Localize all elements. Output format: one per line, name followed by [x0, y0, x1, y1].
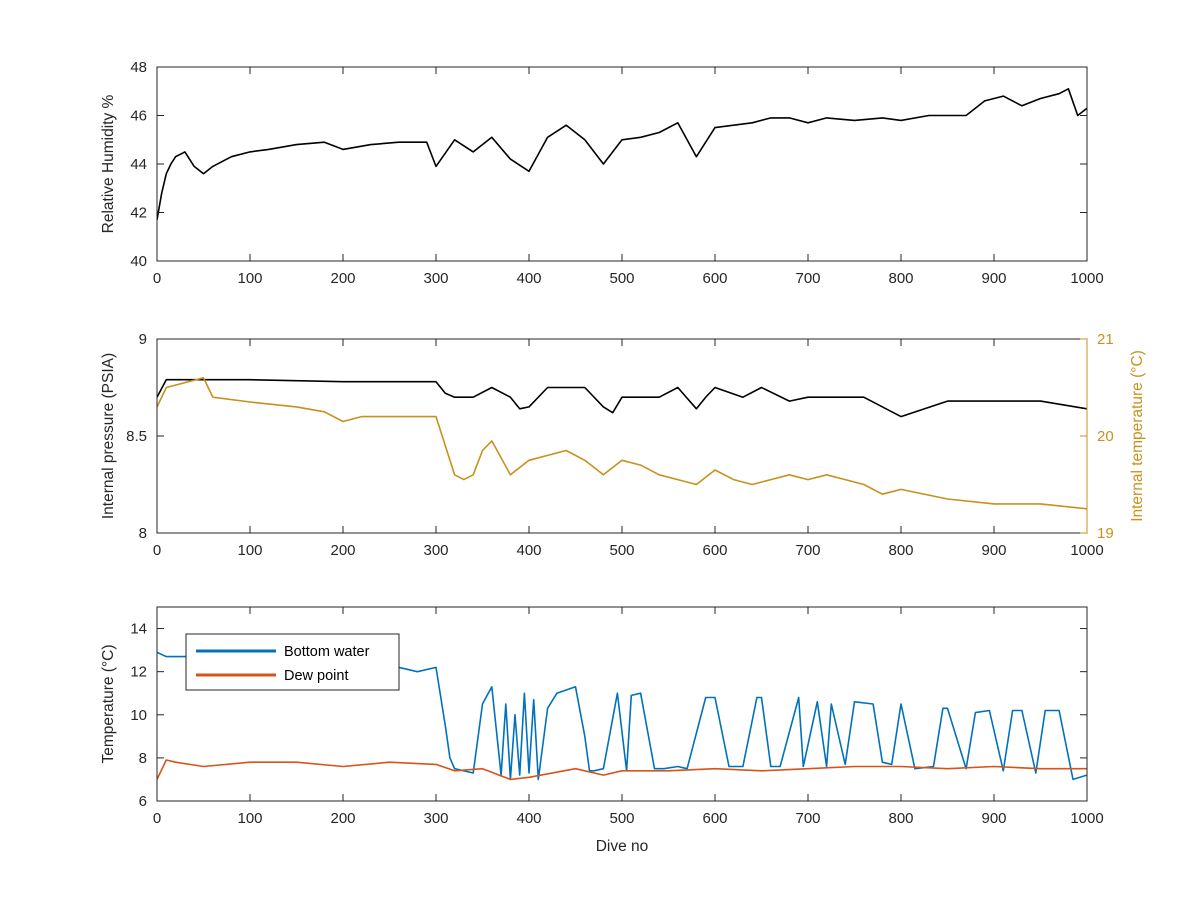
y-tick-label: 14	[130, 621, 147, 638]
x-tick-label: 600	[702, 270, 727, 287]
x-tick-label: 900	[981, 542, 1006, 559]
dew-point-line	[157, 759, 1087, 781]
temperature-panel: 0 100 200 300 400 500 600 700 800 900 1000 6 8 10 12 14…	[100, 606, 1104, 855]
y-tick-label: 10	[130, 707, 147, 724]
x-tick-label: 100	[237, 810, 262, 827]
y2-axis-label: Internal temperature (°C)	[1129, 350, 1146, 522]
x-tick-label: 500	[609, 270, 634, 287]
x-tick-label: 200	[330, 542, 355, 559]
humidity-series-0-line	[157, 88, 1087, 220]
y-tick-label: 48	[130, 59, 147, 76]
x-tick-label: 300	[423, 810, 448, 827]
x-tick-label: 600	[702, 542, 727, 559]
x-tick-label: 800	[888, 542, 913, 559]
y-tick-label: 44	[130, 156, 147, 173]
y-axis-label: Temperature (°C)	[100, 644, 117, 763]
x-tick-label: 700	[795, 810, 820, 827]
x-tick-label: 400	[516, 810, 541, 827]
legend-box	[185, 633, 400, 691]
x-tick-label: 200	[330, 270, 355, 287]
y-tick-label: 8	[139, 525, 147, 542]
legend: Bottom water Dew point	[185, 633, 400, 691]
y2-tick-label: 19	[1097, 525, 1114, 542]
x-tick-label: 1000	[1070, 810, 1103, 827]
x-tick-label: 700	[795, 270, 820, 287]
y-tick-label: 42	[130, 205, 147, 222]
x-tick-label: 0	[153, 542, 161, 559]
y2-tick-label: 21	[1097, 331, 1114, 348]
x-tick-label: 300	[423, 542, 448, 559]
y-axis-label: Relative Humidity %	[100, 94, 117, 233]
pressure-temperature-series-0-line	[157, 378, 1087, 418]
x-tick-label: 500	[609, 810, 634, 827]
y-tick-label: 46	[130, 108, 147, 125]
y-tick-label: 8	[139, 750, 147, 767]
x-tick-label: 100	[237, 542, 262, 559]
x-axis-label: Dive no	[596, 838, 649, 855]
x-tick-label: 0	[153, 810, 161, 827]
x-tick-label: 900	[981, 810, 1006, 827]
x-tick-label: 800	[888, 270, 913, 287]
x-tick-label: 1000	[1070, 270, 1103, 287]
legend-label-dew-point: Dew point	[284, 668, 348, 684]
bottom-water-line	[157, 651, 1087, 781]
pressure-temperature-panel: 0 100 200 300 400 500 600 700 800 900 1000 8 8.5 9 19 2…	[100, 331, 1146, 559]
y-tick-label: 40	[130, 253, 147, 270]
x-tick-label: 700	[795, 542, 820, 559]
x-tick-label: 400	[516, 542, 541, 559]
x-tick-label: 0	[153, 270, 161, 287]
x-tick-label: 400	[516, 270, 541, 287]
x-tick-label: 800	[888, 810, 913, 827]
x-tick-label: 900	[981, 270, 1006, 287]
x-tick-label: 200	[330, 810, 355, 827]
y-tick-label: 6	[139, 793, 147, 810]
y2-tick-label: 20	[1097, 428, 1114, 445]
y-tick-label: 12	[130, 664, 147, 681]
x-tick-label: 300	[423, 270, 448, 287]
x-tick-label: 100	[237, 270, 262, 287]
x-tick-label: 500	[609, 542, 634, 559]
pressure-temperature-series-1-line	[157, 376, 1087, 510]
y-tick-label: 8.5	[126, 428, 147, 445]
humidity-panel: 0 100 200 300 400 500 600 700 800 900 1000 40 42 44 46…	[100, 59, 1104, 287]
y-tick-label: 9	[139, 331, 147, 348]
y-axis-label: Internal pressure (PSIA)	[100, 353, 117, 519]
x-tick-label: 1000	[1070, 542, 1103, 559]
x-tick-label: 600	[702, 810, 727, 827]
legend-label-bottom-water: Bottom water	[284, 644, 370, 660]
